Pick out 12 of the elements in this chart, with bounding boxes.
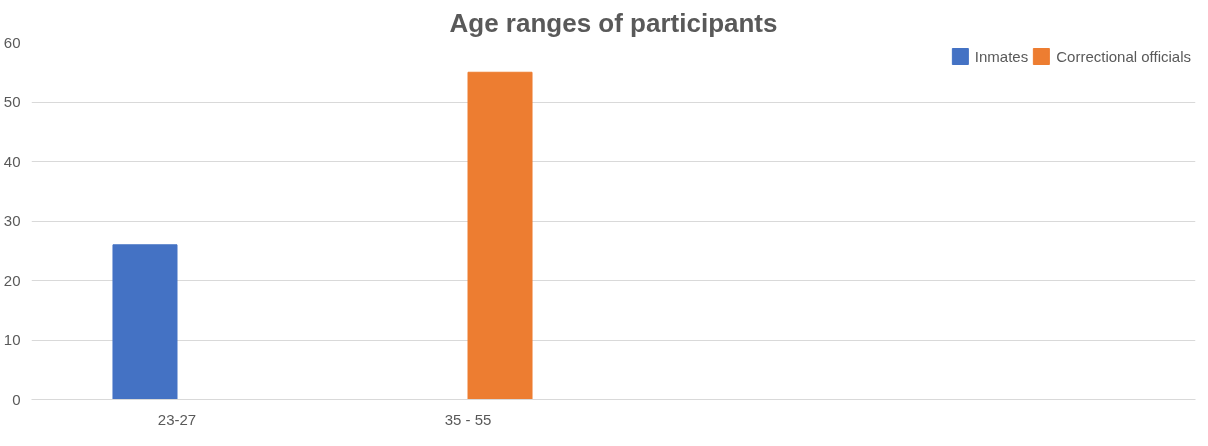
x-tick-label: 35 - 55 [444, 410, 492, 428]
y-tick-label: 50 [3, 93, 21, 110]
y-tick-label: 20 [3, 271, 21, 289]
y-tick-label: 10 [3, 331, 21, 348]
chart-title: Age ranges of participants [449, 7, 778, 38]
y-tick-label: 40 [3, 152, 21, 170]
y-tick-label: 30 [3, 212, 21, 229]
legend-label: Correctional officials [1056, 47, 1191, 65]
x-tick-label: 23-27 [157, 410, 197, 428]
y-tick-label: 60 [3, 33, 21, 51]
legend-label: Inmates [974, 47, 1029, 65]
y-tick-label: 0 [12, 390, 21, 408]
